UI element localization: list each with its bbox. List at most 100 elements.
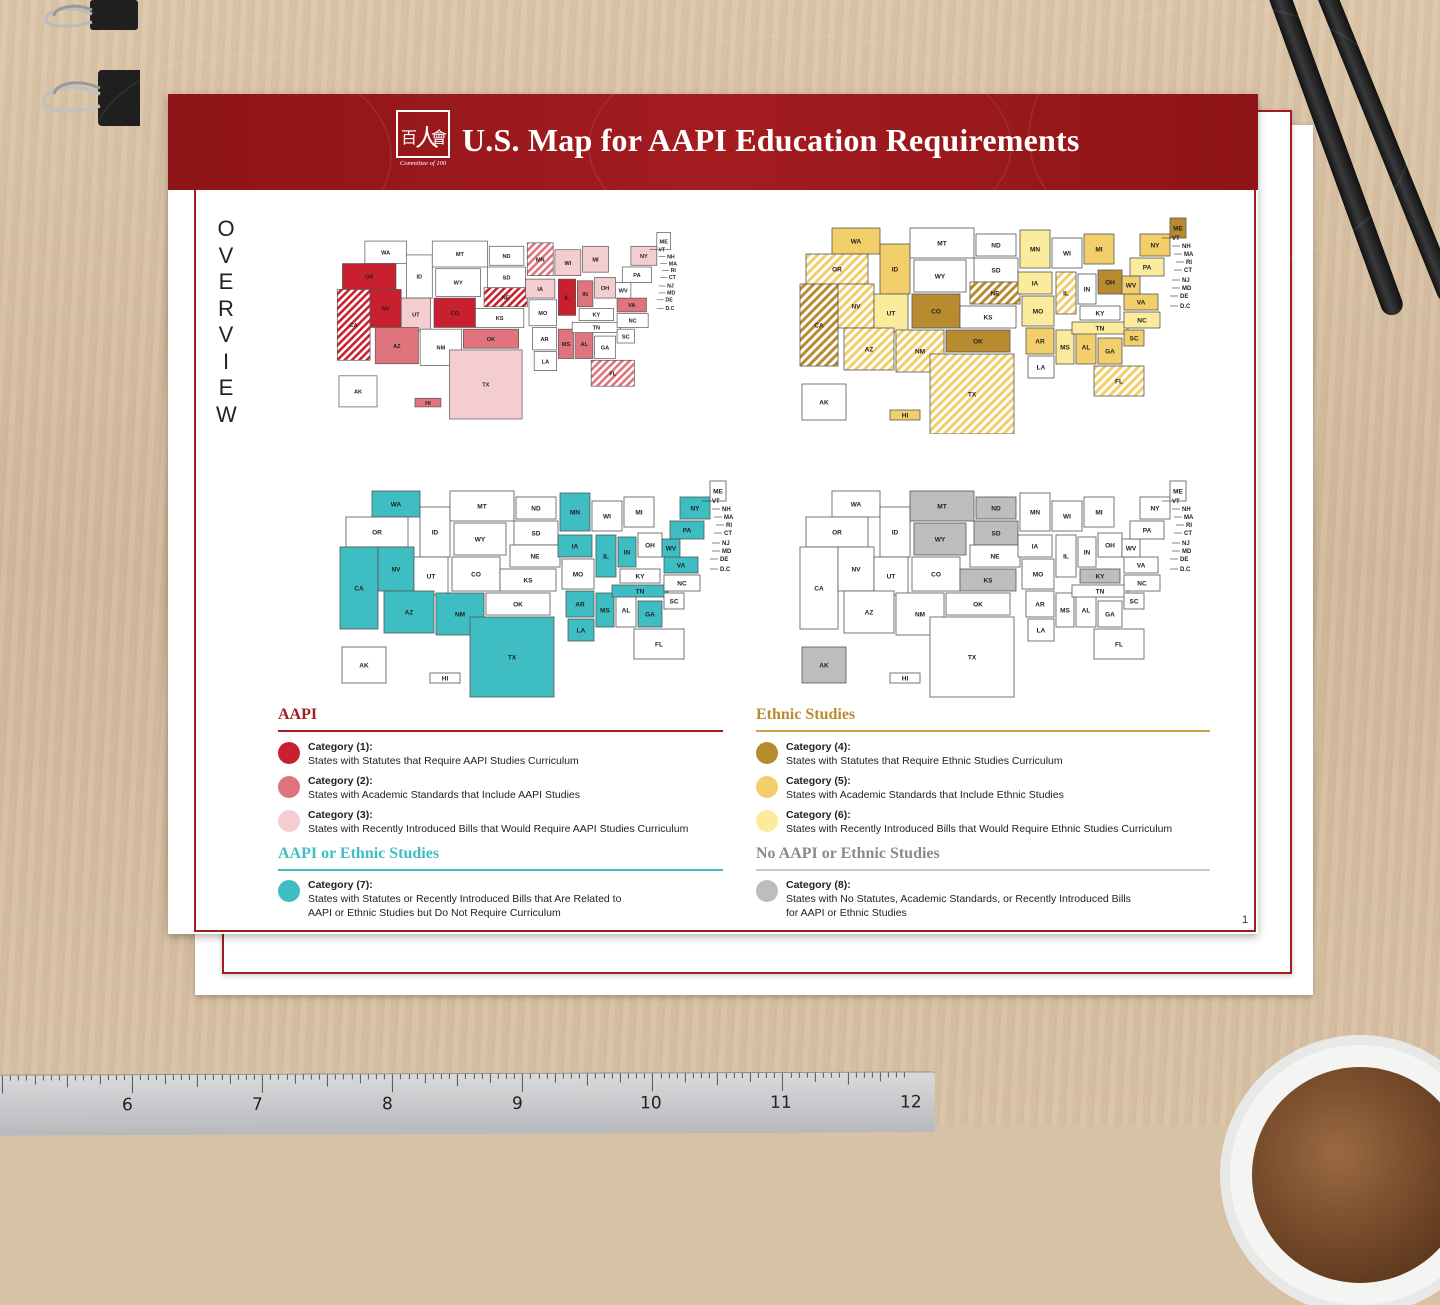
state-label-dc: D.C (1180, 567, 1191, 573)
state-label-mt: MT (937, 504, 946, 511)
state-hi (889, 672, 921, 684)
state-label-hi: HI (425, 401, 431, 407)
state-ks (499, 568, 557, 592)
state-label-ne: NE (990, 554, 1000, 561)
state-ia (1017, 271, 1053, 295)
state-ky (619, 568, 661, 584)
state-az (374, 327, 419, 365)
ruler-tick (619, 1073, 621, 1083)
ruler-tick (701, 1073, 703, 1079)
legend-rule-none (756, 869, 1210, 871)
state-pa (621, 266, 652, 283)
ruler-tick (392, 1074, 394, 1093)
ruler-tick (58, 1075, 60, 1081)
state-ms (1055, 329, 1075, 365)
binder-clip-top (40, 0, 140, 47)
state-mo (1021, 558, 1055, 590)
legend-rule-aapi (278, 730, 723, 732)
ruler-tick (814, 1072, 816, 1082)
state-label-oh: OH (1105, 543, 1115, 550)
state-nm (895, 329, 945, 373)
state-label-nj: NJ (1182, 541, 1190, 547)
state-label-in: IN (1084, 550, 1091, 557)
state-label-or: OR (832, 530, 842, 537)
state-sd (513, 520, 559, 546)
ruler-tick (741, 1073, 743, 1079)
state-label-ne: NE (502, 295, 510, 301)
ruler-tick (83, 1075, 85, 1081)
state-ak (341, 646, 387, 684)
ruler-tick (790, 1072, 792, 1078)
state-label-nj: NJ (667, 284, 674, 290)
state-il (1055, 271, 1077, 315)
state-label-mn: MN (570, 510, 580, 517)
state-label-vt: VT (659, 247, 666, 253)
state-label-fl: FL (609, 371, 616, 377)
state-label-wy: WY (935, 274, 946, 281)
ruler-tick (831, 1072, 833, 1078)
ruler-tick (522, 1073, 524, 1092)
ruler-tick (546, 1073, 548, 1079)
ruler-tick (310, 1074, 312, 1080)
ruler-tick (587, 1073, 589, 1086)
state-ky (578, 308, 614, 321)
state-label-ms: MS (1060, 345, 1070, 352)
ruler-tick (270, 1074, 272, 1080)
state-label-or: OR (372, 530, 382, 537)
state-sd (973, 257, 1019, 283)
state-ny (630, 245, 658, 266)
state-nc (663, 574, 701, 592)
state-label-va: VA (628, 303, 635, 309)
state-wi (591, 500, 623, 532)
category-7-swatch (278, 880, 300, 902)
state-label-sc: SC (669, 599, 678, 606)
state-label-ri: RI (1186, 523, 1192, 529)
state-label-mt: MT (477, 504, 486, 511)
state-label-wy: WY (935, 537, 946, 544)
category-5-swatch (756, 776, 778, 798)
state-label-de: DE (665, 298, 673, 304)
state-label-wi: WI (564, 261, 571, 267)
state-label-il: IL (1063, 291, 1069, 298)
category-2-swatch (278, 776, 300, 798)
state-ks (475, 308, 525, 328)
state-label-ct: CT (724, 531, 732, 537)
state-oh (1097, 269, 1123, 295)
ruler-number: 6 (121, 1095, 133, 1116)
state-label-id: ID (892, 530, 899, 537)
state-ut (413, 556, 449, 596)
ruler-tick (497, 1073, 499, 1079)
legend-heading-aapi: AAPI (278, 706, 318, 723)
state-label-al: AL (1082, 345, 1091, 352)
ruler-tick (782, 1072, 784, 1091)
ruler-tick (367, 1074, 369, 1080)
state-il (595, 534, 617, 578)
state-label-sc: SC (1129, 599, 1138, 606)
state-label-ms: MS (1060, 608, 1070, 615)
state-label-ne: NE (990, 291, 1000, 298)
title-banner: 百 人 會 Committee of 100 U.S. Map for AAPI… (88, 4, 1412, 268)
state-label-la: LA (542, 359, 549, 365)
state-sd (973, 520, 1019, 546)
state-label-wi: WI (603, 514, 611, 521)
state-label-id: ID (417, 275, 423, 281)
state-label-ut: UT (887, 574, 896, 581)
state-label-or: OR (832, 267, 842, 274)
state-ky (1079, 305, 1121, 321)
state-label-ky: KY (1095, 574, 1105, 581)
ruler-tick (481, 1073, 483, 1079)
state-tx (469, 616, 555, 698)
state-label-wa: WA (381, 250, 390, 256)
ruler-tick (75, 1075, 77, 1081)
ruler-tick (668, 1073, 670, 1079)
state-az (843, 590, 895, 634)
state-label-nv: NV (851, 304, 861, 311)
state-label-nm: NM (455, 612, 465, 619)
state-label-fl: FL (655, 642, 663, 649)
state-label-mt: MT (456, 252, 465, 258)
ruler-tick (164, 1075, 166, 1085)
ruler-tick (188, 1074, 190, 1080)
state-label-nc: NC (629, 319, 637, 325)
legend-heading-none: No AAPI or Ethnic Studies (756, 845, 940, 862)
ruler-tick (806, 1072, 808, 1078)
